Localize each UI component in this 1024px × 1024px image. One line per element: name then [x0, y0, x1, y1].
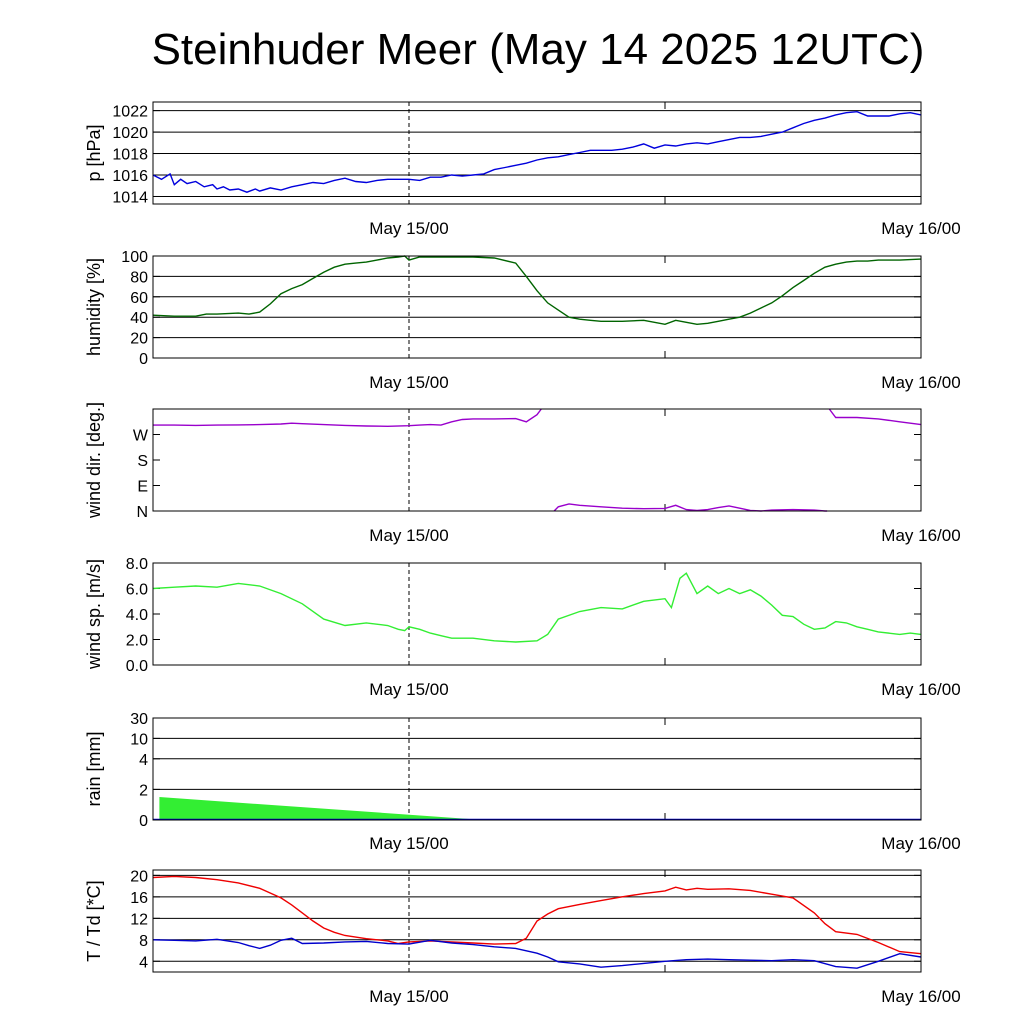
humidity-xtick-label: May 16/00: [881, 373, 960, 392]
rain-ytick-label: 4: [139, 752, 148, 769]
wind-direction-series-line: [553, 503, 828, 512]
temperature-xtick-label: May 15/00: [369, 987, 448, 1006]
humidity-series-line: [152, 255, 922, 326]
page-title: Steinhuder Meer (May 14 2025 12UTC): [151, 25, 925, 74]
wind-speed-ytick-label: 8.0: [126, 556, 148, 573]
wind-direction-series-line: [153, 408, 542, 428]
temperature-ytick-label: 4: [139, 954, 148, 971]
humidity-ytick-label: 100: [121, 249, 148, 266]
rain-ytick-label: 30: [130, 711, 148, 728]
humidity-ytick-label: 60: [130, 290, 148, 307]
wind-direction-ylabel: wind dir. [deg.]: [84, 402, 104, 519]
rain-ytick-label: 10: [130, 731, 148, 748]
temperature-series-line: [152, 875, 922, 955]
temperature-panel: 4 8 12 16 20 May 15/00 May 16/00 T / Td [*C]: [84, 868, 961, 1006]
pressure-xtick-label: May 15/00: [369, 219, 448, 238]
wind-speed-ylabel: wind sp. [m/s]: [84, 559, 104, 670]
wind-speed-series-line: [152, 572, 922, 643]
rain-panel: 0 2 4 10 30 May 15/00 May 16/00 rain [mm]: [84, 711, 961, 853]
temperature-ytick-label: 8: [139, 933, 148, 950]
wind-direction-ytick-label: E: [137, 479, 148, 496]
pressure-ytick-label: 1014: [112, 189, 148, 206]
wind-speed-ytick-label: 2.0: [126, 633, 148, 650]
rain-frame: [152, 717, 922, 821]
wind-speed-ytick-label: 4.0: [126, 607, 148, 624]
humidity-xtick-label: May 15/00: [369, 373, 448, 392]
wind-direction-xtick-label: May 15/00: [369, 526, 448, 545]
temperature-ytick-label: 16: [130, 890, 148, 907]
pressure-ytick-label: 1020: [112, 125, 148, 142]
temperature-xtick-label: May 16/00: [881, 987, 960, 1006]
humidity-ytick-label: 0: [139, 351, 148, 368]
pressure-ytick-label: 1022: [112, 104, 148, 121]
wind-direction-ytick-label: W: [133, 428, 149, 445]
temperature-ytick-label: 20: [130, 868, 148, 885]
wind-direction-ytick-label: N: [136, 504, 148, 521]
wind-speed-panel: 0.0 2.0 4.0 6.0 8.0 May 15/00 May 16/00 wind sp…: [84, 556, 961, 699]
rain-ylabel: rain [mm]: [84, 731, 104, 806]
temperature-ylabel: T / Td [*C]: [84, 880, 104, 961]
wind-speed-frame: [152, 562, 922, 666]
temperature-ytick-label: 12: [130, 911, 148, 928]
rain-xtick-label: May 15/00: [369, 834, 448, 853]
wind-speed-ytick-label: 0.0: [126, 658, 148, 675]
pressure-ylabel: p [hPa]: [84, 124, 104, 181]
wind-direction-xtick-label: May 16/00: [881, 526, 960, 545]
humidity-ylabel: humidity [%]: [84, 258, 104, 356]
wind-speed-ytick-label: 6.0: [126, 582, 148, 599]
humidity-ytick-label: 40: [130, 310, 148, 327]
rain-ytick-label: 0: [139, 813, 148, 830]
pressure-frame: [152, 101, 922, 205]
rain-series-area: [159, 797, 484, 820]
temperature-series-line: [152, 937, 922, 969]
wind-speed-xtick-label: May 16/00: [881, 680, 960, 699]
rain-ytick-label: 2: [139, 782, 148, 799]
wind-direction-frame: [152, 408, 922, 512]
wind-speed-xtick-label: May 15/00: [369, 680, 448, 699]
wind-direction-ytick-label: S: [137, 453, 148, 470]
humidity-frame: [152, 255, 922, 359]
rain-xtick-label: May 16/00: [881, 834, 960, 853]
humidity-ytick-label: 80: [130, 269, 148, 286]
pressure-series-line: [152, 110, 922, 193]
pressure-ytick-label: 1018: [112, 147, 148, 164]
pressure-xtick-label: May 16/00: [881, 219, 960, 238]
humidity-panel: 0 20 40 60 80 100 May 15/00 May 16/00 humidity […: [84, 249, 961, 392]
wind-direction-series-line: [828, 408, 922, 426]
pressure-panel: 1014 1016 1018 1020 1022 May 15/00 May 16/00 p …: [84, 101, 961, 238]
temperature-frame: [152, 869, 922, 973]
humidity-ytick-label: 20: [130, 331, 148, 348]
pressure-ytick-label: 1016: [112, 168, 148, 185]
